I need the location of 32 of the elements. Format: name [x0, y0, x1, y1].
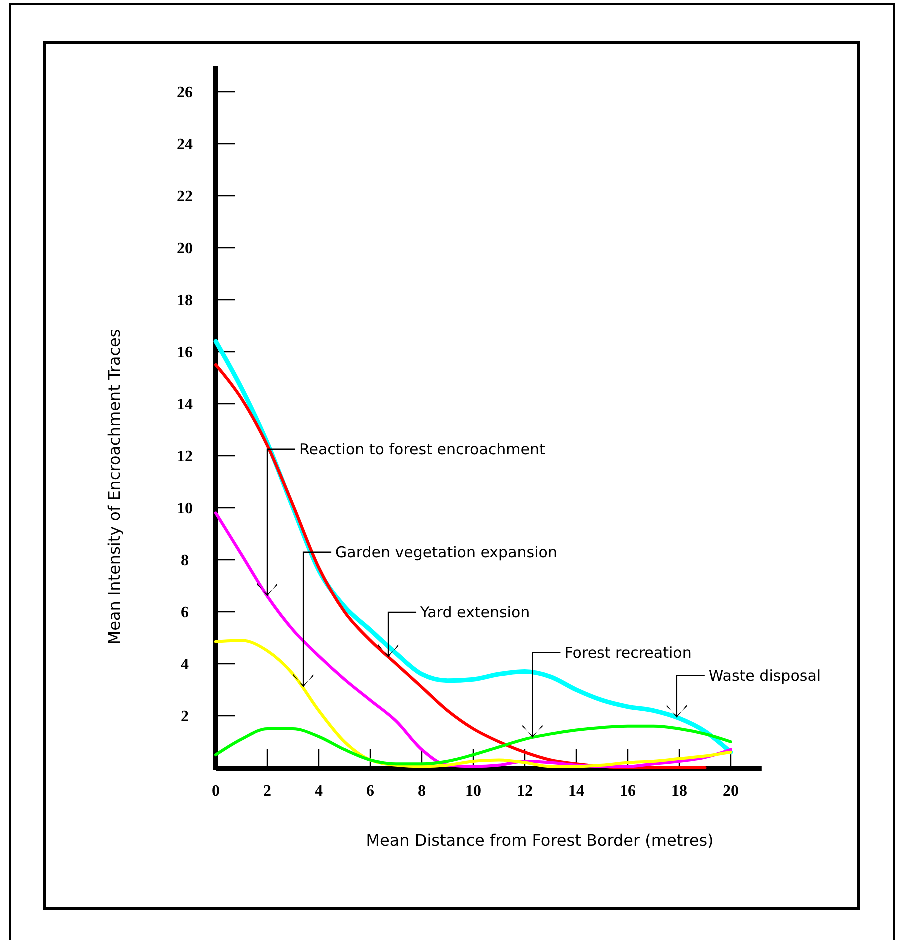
y-tick-label: 16: [177, 344, 193, 362]
x-tick-label: 6: [366, 783, 374, 800]
x-tick-label: 8: [418, 783, 426, 800]
y-tick-label: 18: [177, 292, 193, 310]
x-tick-label: 20: [723, 783, 739, 800]
annotation: Garden vegetation expansion: [336, 543, 558, 562]
y-tick-label: 10: [177, 500, 193, 518]
y-tick-label: 26: [177, 84, 193, 102]
y-tick-label: 20: [177, 240, 193, 258]
annotation: Reaction to forest encroachment: [300, 440, 546, 458]
y-tick-label: 22: [177, 188, 193, 206]
y-tick-label: 6: [181, 604, 189, 622]
line-series: [214, 724, 732, 766]
y-tick-label: 4: [181, 656, 189, 674]
x-tick-label: 18: [672, 783, 688, 800]
y-tick-label: 2: [181, 708, 189, 726]
annotation: Waste disposal: [708, 666, 822, 685]
annotation: Forest recreation: [564, 644, 692, 662]
x-tick-label: 16: [620, 783, 636, 800]
annotation: Yard extension: [420, 604, 530, 622]
y-tick-label: 8: [181, 552, 189, 570]
x-tick-label: 10: [466, 783, 482, 800]
x-tick-label: 4: [315, 783, 323, 800]
x-tick-label: 0: [212, 783, 220, 800]
x-tick-label: 2: [264, 783, 272, 800]
y-tick-label: 12: [177, 448, 193, 466]
x-tick-label: 14: [568, 783, 584, 800]
y-tick-label: 14: [177, 396, 193, 414]
x-tick-label: 12: [517, 783, 533, 800]
y-tick-label: 24: [177, 136, 193, 154]
x-axis-title: Mean Distance from Forest Border (metres): [366, 831, 714, 850]
y-axis-title: Mean Intensity of Encroachment Traces: [105, 329, 124, 645]
